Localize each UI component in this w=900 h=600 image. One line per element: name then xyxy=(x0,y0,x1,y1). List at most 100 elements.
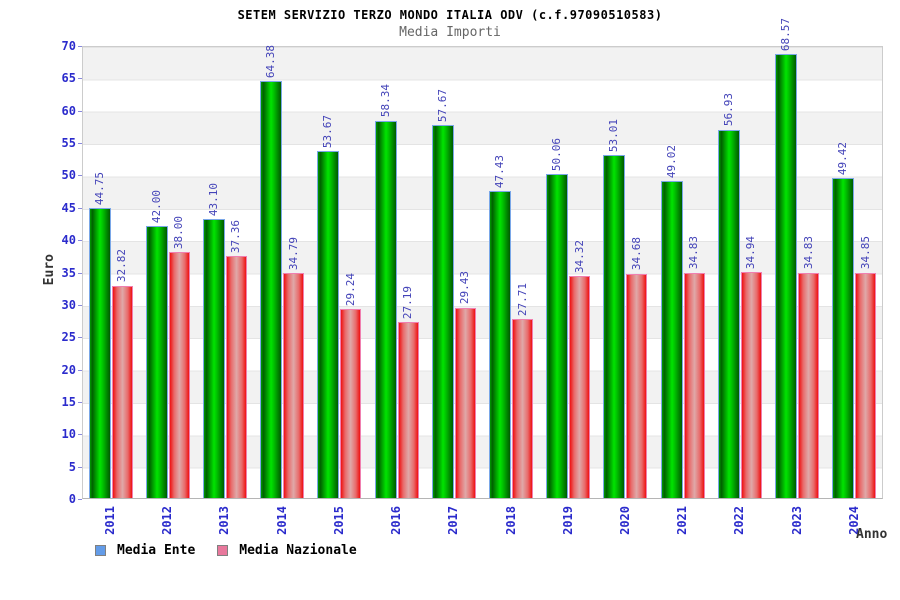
y-tick-mark xyxy=(78,110,82,112)
legend-swatch-media-nazionale xyxy=(217,545,229,556)
x-tick-label-2015: 2015 xyxy=(331,506,346,535)
bar-media-nazionale-2022 xyxy=(740,271,762,498)
y-tick-mark xyxy=(78,304,82,306)
x-tick-label-2022: 2022 xyxy=(732,506,747,535)
y-tick-mark xyxy=(78,434,82,436)
legend: Media Ente Media Nazionale xyxy=(95,543,379,558)
x-tick-label-2017: 2017 xyxy=(446,506,461,535)
x-tick-label-2021: 2021 xyxy=(675,506,690,535)
bar-media-nazionale-2020 xyxy=(626,273,648,498)
bar-media-ente-2016 xyxy=(374,120,397,498)
y-tick-mark xyxy=(78,240,82,242)
bar-value-label: 34.94 xyxy=(744,235,758,269)
x-tick-label-2023: 2023 xyxy=(789,506,804,535)
bar-media-ente-2013 xyxy=(202,219,225,498)
bar-media-ente-2017 xyxy=(431,124,454,498)
bar-value-label: 47.43 xyxy=(493,154,506,189)
y-tick-mark xyxy=(78,272,82,274)
y-tick-mark xyxy=(78,46,82,47)
x-tick-label-2020: 2020 xyxy=(617,506,632,535)
bar-media-ente-2018 xyxy=(489,191,511,498)
bar-value-label: 68.57 xyxy=(779,18,793,52)
y-tick-label-15: 15 xyxy=(61,394,76,409)
bar-media-ente-2014 xyxy=(260,81,283,498)
bar-media-ente-2022 xyxy=(717,129,740,498)
bar-value-label: 34.83 xyxy=(801,236,815,270)
bar-media-nazionale-2011 xyxy=(111,285,133,498)
bar-value-label: 53.01 xyxy=(607,118,621,152)
y-tick-mark xyxy=(78,175,82,177)
y-tick-label-40: 40 xyxy=(61,233,76,248)
bar-value-label: 34.85 xyxy=(858,236,872,270)
bar-value-label: 27.19 xyxy=(401,285,415,319)
chart-title: SETEM SERVIZIO TERZO MONDO ITALIA ODV (c… xyxy=(237,8,663,22)
bar-value-label: 34.68 xyxy=(629,237,643,271)
y-tick-label-70: 70 xyxy=(61,39,76,53)
bar-media-nazionale-2017 xyxy=(454,307,476,498)
x-tick-label-2014: 2014 xyxy=(274,506,289,535)
bar-media-nazionale-2021 xyxy=(683,272,705,498)
y-tick-mark xyxy=(78,401,82,403)
bar-media-ente-2011 xyxy=(88,208,111,498)
y-tick-label-50: 50 xyxy=(61,168,76,183)
bar-value-label: 34.79 xyxy=(286,236,300,270)
x-tick-label-2013: 2013 xyxy=(217,506,232,535)
y-tick-mark xyxy=(78,78,82,80)
x-axis-title: Anno xyxy=(856,527,888,542)
bar-media-nazionale-2024 xyxy=(855,272,877,498)
bar-media-ente-2015 xyxy=(317,150,340,498)
x-tick-label-2011: 2011 xyxy=(103,506,117,535)
y-tick-label-35: 35 xyxy=(61,265,76,280)
bar-media-nazionale-2015 xyxy=(340,308,362,498)
plot-area: 44.75 32.82 42.00 38.00 43.10 37.36 64.38 34.79… xyxy=(82,18,883,499)
bar-value-label: 43.10 xyxy=(206,182,220,217)
bar-value-label: 38.00 xyxy=(172,215,186,250)
bar-media-ente-2024 xyxy=(832,178,855,498)
y-tick-label-20: 20 xyxy=(61,362,76,377)
bar-media-nazionale-2023 xyxy=(798,272,820,498)
bar-media-ente-2023 xyxy=(775,54,798,498)
y-tick-mark xyxy=(78,207,82,209)
y-tick-label-0: 0 xyxy=(68,492,76,506)
y-tick-mark xyxy=(78,466,82,468)
y-tick-mark xyxy=(78,369,82,371)
bar-value-label: 29.43 xyxy=(458,271,472,305)
bar-media-ente-2019 xyxy=(546,174,569,498)
bar-media-nazionale-2016 xyxy=(397,322,419,498)
bar-value-label: 42.00 xyxy=(149,190,163,224)
y-tick-mark xyxy=(78,337,82,339)
bar-value-label: 34.83 xyxy=(687,236,701,270)
bar-value-label: 58.34 xyxy=(378,84,392,118)
y-tick-label-55: 55 xyxy=(61,136,76,151)
bar-media-nazionale-2019 xyxy=(569,275,591,498)
bar-value-label: 44.75 xyxy=(92,172,106,206)
y-tick-mark xyxy=(78,499,82,500)
bar-media-ente-2021 xyxy=(660,180,683,498)
y-tick-label-45: 45 xyxy=(61,200,76,215)
y-tick-label-60: 60 xyxy=(61,103,76,118)
chart-subtitle: Media Importi xyxy=(399,25,501,40)
y-tick-label-65: 65 xyxy=(61,71,76,86)
bar-media-nazionale-2012 xyxy=(168,252,190,498)
x-tick-label-2018: 2018 xyxy=(503,506,518,535)
y-tick-label-5: 5 xyxy=(68,459,76,474)
y-tick-mark xyxy=(78,143,82,145)
bar-value-label: 49.02 xyxy=(664,144,678,178)
x-tick-label-2019: 2019 xyxy=(560,506,575,535)
bar-media-ente-2020 xyxy=(603,154,626,498)
bar-value-label: 34.32 xyxy=(572,239,586,273)
bar-media-ente-2012 xyxy=(145,226,168,498)
bar-value-label: 27.71 xyxy=(515,282,529,316)
bar-value-label: 57.67 xyxy=(435,88,449,122)
bar-media-nazionale-2013 xyxy=(225,256,247,498)
bar-media-nazionale-2018 xyxy=(512,318,533,498)
bar-value-label: 56.93 xyxy=(721,93,735,127)
y-tick-label-10: 10 xyxy=(61,427,76,442)
bar-value-label: 37.36 xyxy=(229,220,243,254)
bar-value-label: 64.38 xyxy=(264,45,278,79)
bar-value-label: 29.24 xyxy=(343,272,357,306)
x-tick-label-2012: 2012 xyxy=(160,506,175,535)
legend-swatch-media-ente xyxy=(95,545,106,556)
bar-value-label: 53.67 xyxy=(321,114,335,148)
